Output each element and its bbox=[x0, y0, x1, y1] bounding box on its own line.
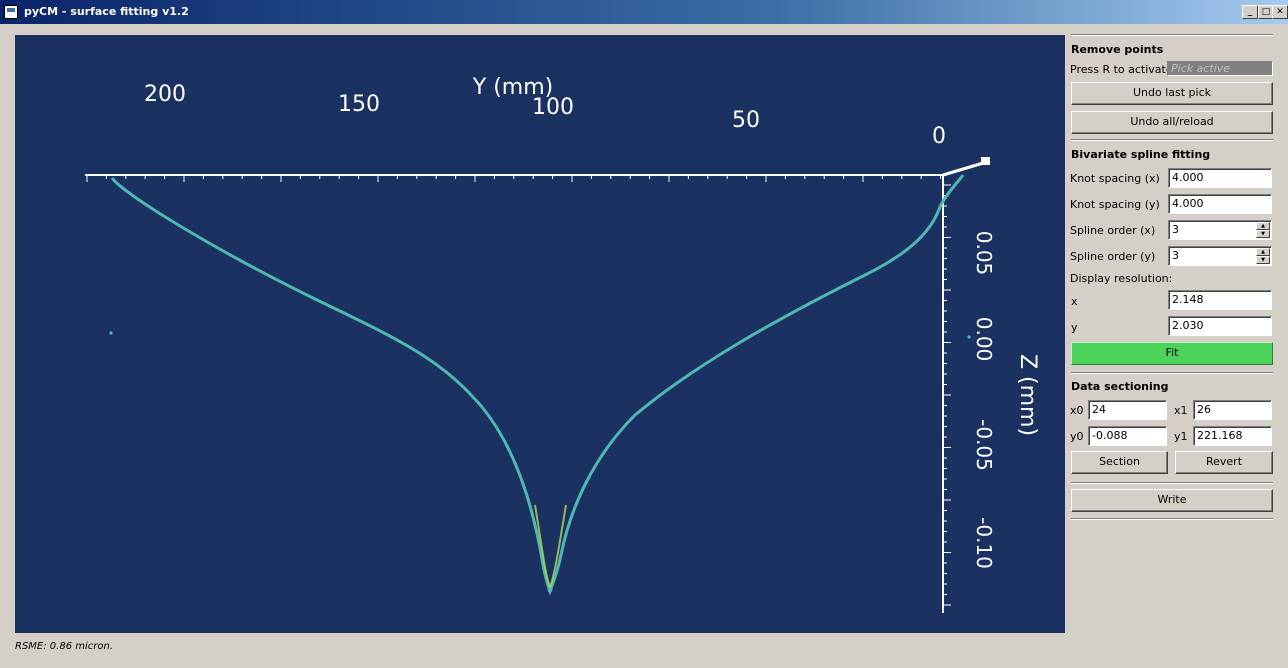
x1-label: x1 bbox=[1174, 404, 1188, 417]
undo-all-reload-button[interactable]: Undo all/reload bbox=[1071, 111, 1273, 134]
y-tick-label: 0 bbox=[932, 124, 946, 149]
spline-order-x-value: 3 bbox=[1172, 223, 1179, 236]
app-icon bbox=[4, 5, 18, 19]
z-tick-label: 0.00 bbox=[972, 317, 996, 362]
y1-field[interactable]: 221.168 bbox=[1193, 426, 1272, 446]
y-tick-label: 100 bbox=[532, 95, 574, 120]
knot-spacing-y-field[interactable]: 4.000 bbox=[1168, 194, 1272, 214]
undo-last-pick-button[interactable]: Undo last pick bbox=[1071, 82, 1273, 105]
outlier-point bbox=[109, 331, 113, 335]
write-button[interactable]: Write bbox=[1071, 489, 1273, 512]
x1-field[interactable]: 26 bbox=[1193, 400, 1272, 420]
window-title: pyCM - surface fitting v1.2 bbox=[24, 5, 189, 18]
y-axis-title: Y (mm) bbox=[472, 75, 553, 100]
separator bbox=[1071, 518, 1273, 520]
separator bbox=[1071, 372, 1273, 374]
display-resolution-label: Display resolution: bbox=[1070, 272, 1173, 285]
z-tick-label: -0.05 bbox=[972, 419, 996, 471]
res-x-label: x bbox=[1071, 295, 1078, 308]
y-axis-ticks bbox=[86, 175, 942, 182]
spin-up-icon[interactable]: ▲ bbox=[1256, 222, 1270, 230]
y0-label: y0 bbox=[1070, 430, 1084, 443]
y-tick-label: 150 bbox=[338, 92, 380, 117]
y1-label: y1 bbox=[1174, 430, 1188, 443]
spline-order-x-spinbox[interactable]: 3 ▲ ▼ bbox=[1168, 220, 1272, 240]
spline-order-y-value: 3 bbox=[1172, 249, 1179, 262]
y0-field[interactable]: -0.088 bbox=[1088, 426, 1167, 446]
press-r-label: Press R to activate bbox=[1070, 63, 1173, 76]
z-axis-title: Z (mm) bbox=[1015, 354, 1040, 436]
spin-up-icon[interactable]: ▲ bbox=[1256, 248, 1270, 256]
knot-spacing-x-label: Knot spacing (x) bbox=[1070, 172, 1160, 185]
title-bar: pyCM - surface fitting v1.2 _ □ ✕ bbox=[0, 0, 1288, 24]
resolution-x-field[interactable]: 2.148 bbox=[1168, 290, 1272, 310]
spin-down-icon[interactable]: ▼ bbox=[1256, 230, 1270, 238]
spline-order-y-spinbox[interactable]: 3 ▲ ▼ bbox=[1168, 246, 1272, 266]
x-axis-end bbox=[981, 157, 990, 165]
separator bbox=[1071, 139, 1273, 141]
z-axis-ticks bbox=[943, 184, 951, 606]
y-tick-label: 200 bbox=[144, 82, 186, 107]
z-tick-label: -0.10 bbox=[972, 517, 996, 569]
section-button[interactable]: Section bbox=[1071, 451, 1168, 474]
x0-label: x0 bbox=[1070, 404, 1084, 417]
minimize-button[interactable]: _ bbox=[1242, 5, 1258, 19]
profile-tip-highlight bbox=[534, 504, 567, 590]
close-button[interactable]: ✕ bbox=[1272, 5, 1288, 19]
fit-button[interactable]: Fit bbox=[1071, 342, 1273, 365]
separator bbox=[1071, 34, 1273, 36]
separator bbox=[1071, 482, 1273, 484]
data-sectioning-title: Data sectioning bbox=[1071, 380, 1169, 393]
resolution-y-field[interactable]: 2.030 bbox=[1168, 316, 1272, 336]
remove-points-title: Remove points bbox=[1071, 43, 1164, 56]
plot-viewport[interactable]: 200 150 100 50 0 Y (mm) 0.05 0.00 -0.05 … bbox=[15, 35, 1065, 633]
control-panel: Remove points Press R to activate Pick a… bbox=[1066, 32, 1278, 632]
spline-fitting-title: Bivariate spline fitting bbox=[1071, 148, 1211, 161]
x0-field[interactable]: 24 bbox=[1088, 400, 1167, 420]
knot-spacing-y-label: Knot spacing (y) bbox=[1070, 198, 1160, 211]
spin-down-icon[interactable]: ▼ bbox=[1256, 256, 1270, 264]
spline-order-x-label: Spline order (x) bbox=[1070, 224, 1156, 237]
y-tick-label: 50 bbox=[732, 108, 760, 133]
pick-status-field: Pick active bbox=[1167, 61, 1273, 76]
spline-order-y-label: Spline order (y) bbox=[1070, 250, 1156, 263]
data-profile-curve bbox=[110, 174, 965, 596]
spinner-arrows[interactable]: ▲ ▼ bbox=[1256, 248, 1270, 264]
outlier-point bbox=[967, 335, 971, 339]
minimum-point bbox=[547, 587, 553, 593]
status-bar-text: RSME: 0.86 micron. bbox=[15, 641, 113, 652]
plot-svg: 200 150 100 50 0 Y (mm) 0.05 0.00 -0.05 … bbox=[85, 75, 1040, 613]
res-y-label: y bbox=[1071, 321, 1078, 334]
revert-button[interactable]: Revert bbox=[1175, 451, 1273, 474]
knot-spacing-x-field[interactable]: 4.000 bbox=[1168, 168, 1272, 188]
z-tick-label: 0.05 bbox=[972, 231, 996, 276]
spinner-arrows[interactable]: ▲ ▼ bbox=[1256, 222, 1270, 238]
